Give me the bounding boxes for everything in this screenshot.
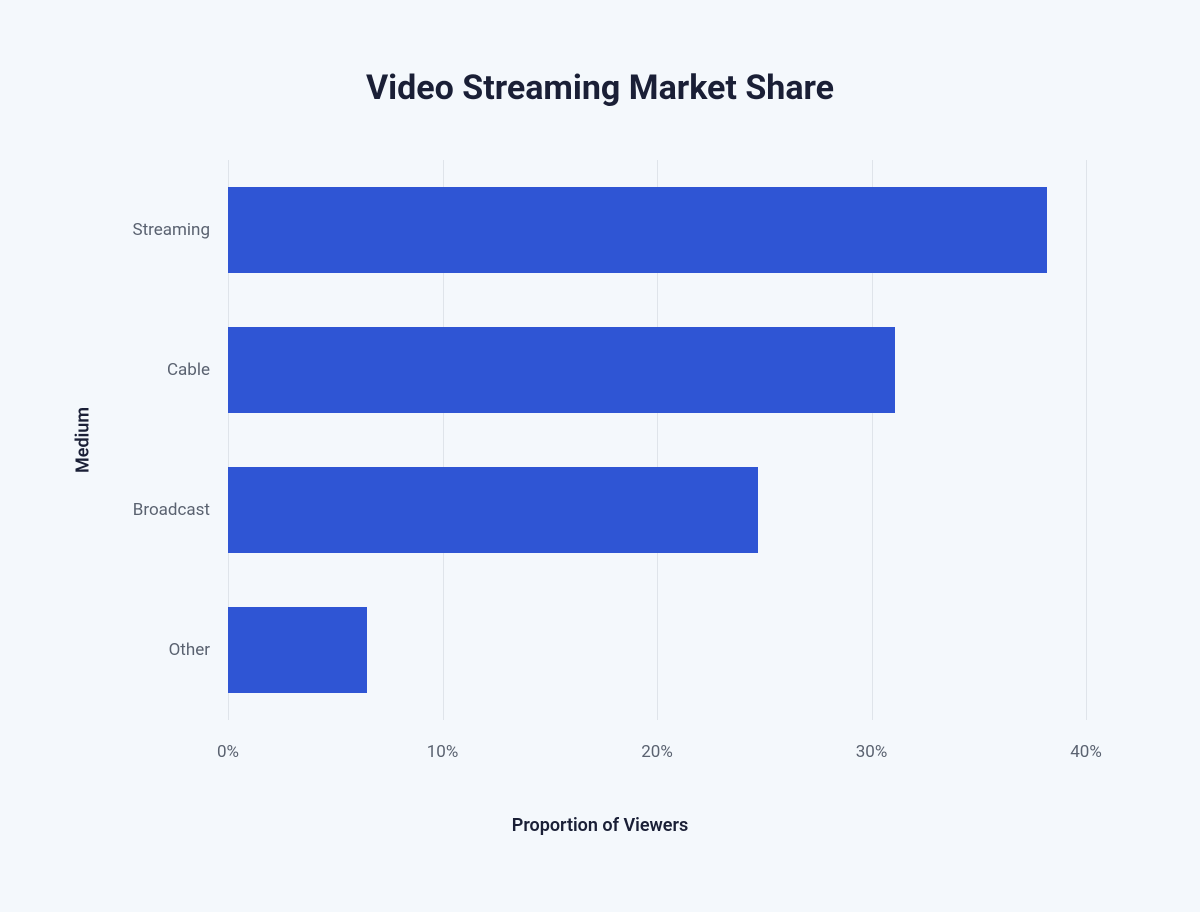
bar xyxy=(228,607,367,694)
bar xyxy=(228,467,758,554)
gridline xyxy=(1086,160,1087,720)
x-tick-label: 10% xyxy=(427,742,459,762)
y-tick-label: Streaming xyxy=(133,220,211,240)
x-tick-label: 40% xyxy=(1070,742,1102,762)
y-tick-label: Cable xyxy=(167,360,210,380)
chart-canvas: Video Streaming Market Share 0%10%20%30%… xyxy=(0,0,1200,912)
y-tick-label: Other xyxy=(169,640,210,660)
chart-title: Video Streaming Market Share xyxy=(0,68,1200,108)
y-axis-title: Medium xyxy=(73,407,94,473)
x-tick-label: 0% xyxy=(217,742,239,762)
plot-area: 0%10%20%30%40%StreamingCableBroadcastOth… xyxy=(228,160,1086,720)
x-tick-label: 20% xyxy=(641,742,673,762)
bar xyxy=(228,187,1047,274)
y-tick-label: Broadcast xyxy=(133,500,210,520)
x-tick-label: 30% xyxy=(856,742,888,762)
x-axis-title: Proportion of Viewers xyxy=(0,815,1200,836)
bar xyxy=(228,327,895,414)
